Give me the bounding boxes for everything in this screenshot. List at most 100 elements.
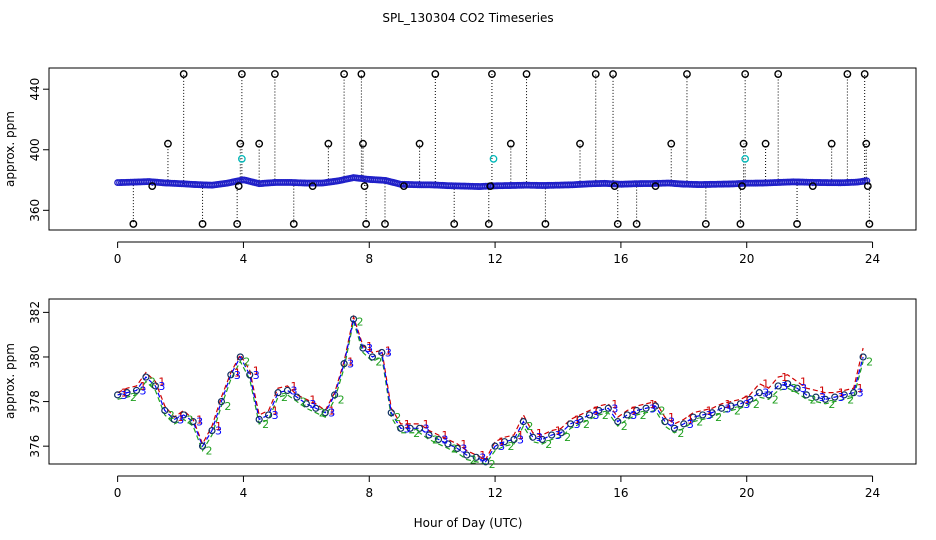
series-marker-circle: [557, 429, 565, 437]
series-1-glyph: 1: [611, 398, 618, 411]
series-3-glyph: 3: [668, 416, 675, 429]
top-ytick-label: 440: [28, 78, 42, 101]
series-3-glyph: 3: [725, 402, 732, 415]
series-marker-circle: [463, 451, 471, 459]
series-3-glyph: 3: [687, 418, 694, 431]
series-3-glyph: 3: [272, 409, 279, 422]
series-1-glyph: 1: [139, 380, 146, 393]
series-2-glyph: 2: [508, 440, 515, 453]
bottom-xtick-label: 12: [487, 486, 502, 500]
series-3-glyph: 3: [253, 369, 260, 382]
series-marker-circle: [784, 380, 792, 388]
series-3-glyph: 3: [498, 440, 505, 453]
series-2-glyph: 2: [357, 315, 364, 328]
bottom-xtick-label: 4: [240, 486, 248, 500]
series-3-glyph: 3: [819, 391, 826, 404]
series-2-glyph: 2: [809, 393, 816, 406]
top-outlier-point: [148, 182, 157, 190]
series-1-glyph: 1: [309, 393, 316, 406]
top-xtick-label: 24: [865, 252, 880, 266]
series-marker-circle: [189, 418, 197, 426]
series-1-glyph: 1: [121, 387, 128, 400]
series-3-glyph: 3: [404, 422, 411, 435]
series-1-glyph: 1: [687, 413, 694, 426]
series-marker-circle: [859, 353, 867, 361]
series-marker-circle: [482, 458, 490, 466]
top-outlier-point: [738, 182, 746, 190]
series-2-line: [117, 321, 864, 465]
series-marker-circle: [812, 393, 820, 401]
series-1-glyph: 1: [781, 371, 788, 384]
series-marker-circle: [161, 406, 169, 415]
series-2-glyph: 2: [677, 427, 684, 440]
series-marker-circle: [170, 415, 178, 424]
top-outlier-point: [431, 70, 440, 78]
top-outlier-point: [651, 182, 660, 190]
top-outlier-point: [865, 220, 874, 228]
series-marker-circle: [614, 418, 622, 426]
series-marker-circle: [180, 411, 188, 419]
top-outlier-point: [613, 220, 622, 228]
series-marker-circle: [453, 444, 461, 452]
series-1-glyph: 1: [253, 364, 260, 377]
series-3-glyph: 3: [234, 369, 241, 382]
series-3-glyph: 3: [536, 431, 543, 444]
top-ytick-label: 400: [28, 138, 42, 161]
series-2-glyph: 2: [866, 355, 873, 368]
series-marker-circle: [831, 393, 839, 401]
series-3-glyph: 3: [441, 433, 448, 446]
top-outlier-point: [362, 220, 371, 228]
series-1-glyph: 1: [460, 438, 467, 451]
series-2-glyph: 2: [847, 393, 854, 406]
series-1-glyph: 1: [536, 427, 543, 440]
series-3-glyph: 3: [177, 413, 184, 426]
series-1-glyph: 1: [517, 429, 524, 442]
top-outlier-point: [576, 139, 584, 148]
series-1-glyph: 1: [592, 404, 599, 417]
series-2-glyph: 2: [432, 433, 439, 446]
top-outlier-point: [415, 139, 424, 148]
series-3-glyph: 3: [706, 409, 713, 422]
series-2-glyph: 2: [526, 420, 533, 433]
series-marker-circle: [736, 400, 745, 408]
series-marker-circle: [755, 389, 763, 397]
series-2-glyph: 2: [791, 382, 798, 395]
series-marker-circle: [708, 409, 716, 417]
bottom-xtick-label: 16: [613, 486, 628, 500]
series-3-glyph: 3: [555, 429, 562, 442]
series-marker-circle: [406, 424, 414, 432]
series-marker-circle: [689, 413, 697, 421]
bottom-ytick-label: 380: [28, 346, 42, 369]
top-ytick-label: 360: [28, 199, 42, 222]
series-1-glyph: 1: [630, 404, 637, 417]
series-marker-circle: [132, 386, 141, 395]
series-3-glyph: 3: [611, 402, 618, 415]
series-3-glyph: 3: [121, 389, 128, 402]
series-marker-circle: [312, 404, 320, 412]
series-2-glyph: 2: [715, 411, 722, 424]
top-ylabel: approx. ppm: [3, 111, 17, 187]
series-marker-circle: [850, 389, 858, 397]
series-marker-circle: [576, 415, 584, 424]
series-3-glyph: 3: [309, 398, 316, 411]
top-data-marks: [114, 70, 874, 228]
series-2-glyph: 2: [187, 413, 194, 426]
top-plot-frame: [48, 67, 917, 231]
series-1-glyph: 1: [234, 367, 241, 380]
series-2-glyph: 2: [696, 416, 703, 429]
series-marker-circle: [510, 435, 518, 444]
series-1-glyph: 1: [290, 380, 297, 393]
top-secondary-point: [741, 154, 750, 163]
top-outlier-point: [270, 70, 279, 78]
top-outlier-point: [863, 182, 872, 190]
series-marker-circle: [623, 411, 631, 419]
series-1-glyph: 1: [215, 420, 222, 433]
series-marker-circle: [821, 395, 829, 403]
series-marker-circle: [595, 406, 603, 415]
series-marker-circle: [746, 395, 754, 403]
series-1-glyph: 1: [196, 413, 203, 426]
series-2-glyph: 2: [564, 431, 571, 444]
series-marker-circle: [378, 348, 386, 357]
series-2-glyph: 2: [451, 442, 458, 455]
